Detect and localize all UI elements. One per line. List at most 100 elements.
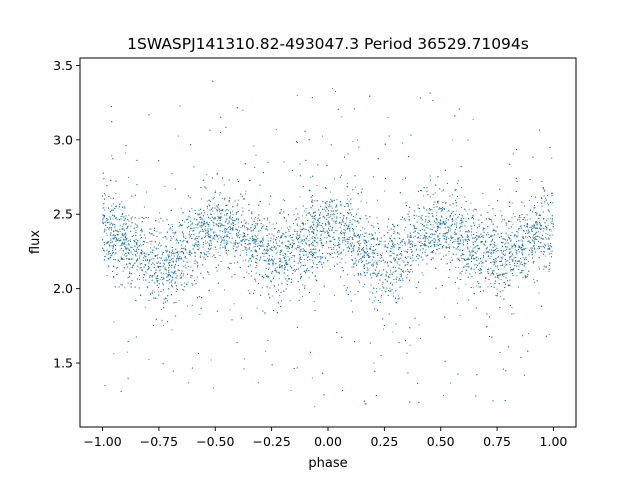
data-point (210, 240, 212, 242)
data-point (410, 265, 412, 267)
data-point (430, 233, 432, 235)
data-point (322, 247, 324, 249)
data-point (149, 240, 151, 243)
data-point (275, 252, 277, 255)
data-point (418, 233, 420, 235)
data-point (328, 222, 330, 224)
data-point (242, 260, 244, 262)
data-point (369, 291, 371, 293)
data-point (483, 228, 485, 230)
data-point (224, 289, 226, 291)
data-point (281, 233, 283, 235)
data-point (359, 281, 361, 283)
data-point (369, 273, 372, 275)
data-point (396, 256, 398, 258)
data-point (431, 208, 433, 210)
data-point (545, 197, 547, 199)
data-point (212, 231, 214, 233)
data-point (455, 210, 457, 212)
data-point (489, 274, 491, 276)
data-point (456, 302, 458, 304)
data-point (531, 251, 533, 253)
data-point (126, 254, 128, 257)
data-point (449, 246, 451, 248)
data-point (221, 230, 224, 232)
data-point (338, 244, 340, 246)
data-point (181, 224, 184, 226)
data-point (319, 217, 321, 219)
data-point (539, 220, 541, 222)
data-point (174, 282, 176, 284)
data-point (371, 259, 373, 261)
data-point (106, 234, 108, 236)
data-point (203, 258, 205, 260)
data-point (542, 268, 544, 270)
data-point (403, 271, 405, 274)
data-point (508, 258, 511, 260)
data-point (271, 255, 274, 257)
data-point (156, 230, 158, 232)
data-point (102, 220, 104, 222)
data-point (421, 256, 423, 258)
data-point (130, 252, 132, 254)
data-point (419, 238, 421, 240)
data-point (219, 211, 221, 213)
data-point (467, 213, 469, 215)
data-point (455, 253, 457, 255)
data-point (209, 213, 211, 215)
data-point (255, 272, 257, 274)
data-point (525, 225, 528, 227)
data-point (324, 237, 326, 239)
data-point (442, 233, 444, 235)
data-point (399, 268, 401, 270)
data-point (185, 241, 187, 243)
data-point (290, 236, 292, 238)
data-point (219, 209, 221, 212)
data-point (317, 242, 319, 244)
data-point (441, 208, 443, 211)
data-point (471, 225, 473, 227)
data-point (204, 240, 207, 242)
data-point (461, 235, 463, 237)
data-point (308, 276, 310, 278)
data-point (412, 224, 414, 226)
data-point (540, 245, 542, 248)
data-point (551, 157, 553, 159)
data-point (103, 228, 106, 230)
data-point (482, 256, 484, 258)
data-point (224, 199, 226, 201)
data-point (373, 227, 375, 229)
data-point (505, 264, 507, 267)
data-point (135, 261, 137, 263)
data-point (412, 241, 414, 243)
data-point (205, 226, 207, 228)
data-point (256, 239, 258, 241)
data-point (433, 226, 435, 229)
data-point (446, 222, 448, 224)
data-point (345, 262, 347, 264)
data-point (547, 233, 549, 235)
data-point (423, 245, 425, 247)
data-point (401, 240, 403, 242)
data-point (296, 246, 298, 248)
data-point (424, 221, 426, 223)
data-point (405, 258, 408, 260)
data-point (372, 302, 374, 304)
data-point (470, 268, 472, 270)
data-point (389, 273, 391, 276)
data-point (225, 239, 227, 241)
data-point (122, 253, 124, 255)
data-point (208, 225, 210, 227)
data-point (497, 268, 500, 271)
data-point (545, 237, 547, 239)
data-point (183, 236, 185, 239)
data-point (311, 377, 314, 379)
data-point (254, 167, 256, 169)
data-point (254, 228, 256, 230)
data-point (455, 218, 457, 220)
data-point (330, 213, 332, 215)
data-point (364, 228, 366, 230)
data-point (360, 200, 362, 202)
data-point (301, 264, 303, 266)
data-point (381, 289, 383, 291)
